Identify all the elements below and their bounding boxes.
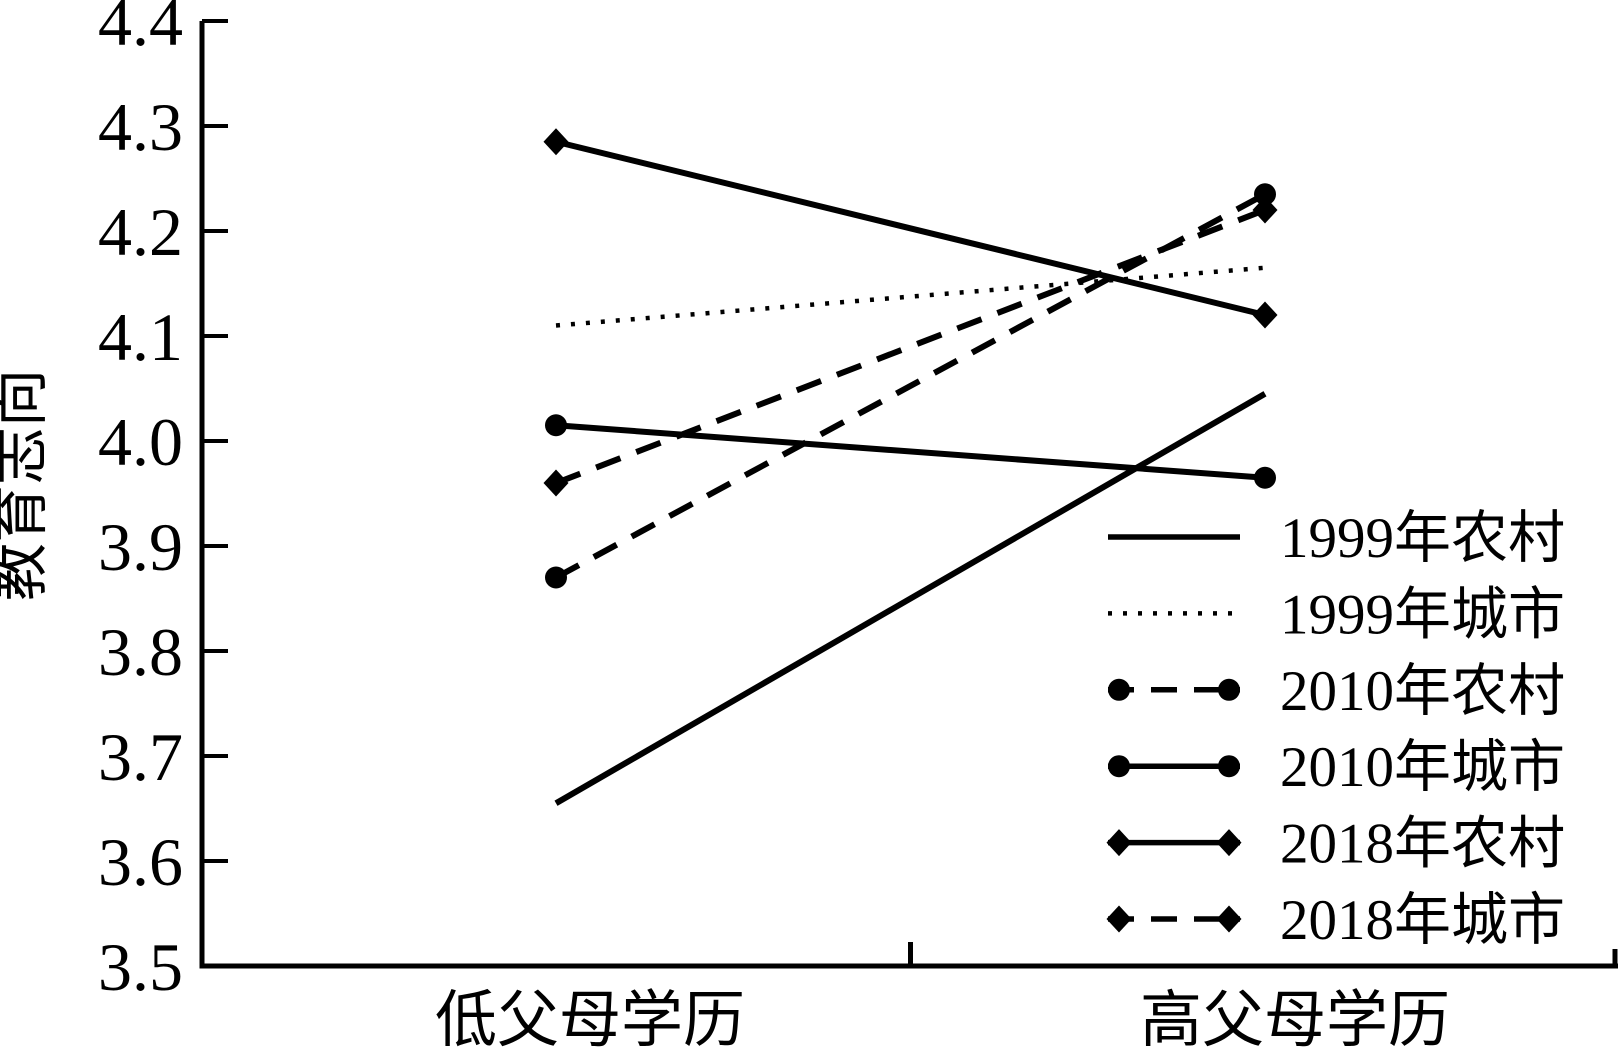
legend-label-0: 1999年农村 [1280,507,1565,570]
y-tick-label-3.5: 3.5 [98,929,183,1005]
y-tick-label-4.4: 4.4 [98,0,183,60]
series-line-1 [555,265,1266,328]
y-tick-label-4.1: 4.1 [98,299,183,375]
y-tick-label-3.8: 3.8 [98,614,183,690]
legend-marker-left-4 [1106,829,1132,857]
series-2-marker-0 [545,566,567,589]
legend-marker-left-5 [1106,905,1132,933]
series-4-marker-0 [543,128,569,156]
legend-marker-right-2 [1218,678,1240,701]
series-3-marker-1 [1254,466,1276,489]
legend-label-3: 2010年城市 [1280,736,1565,799]
legend-marker-left-2 [1108,678,1130,701]
series-3-marker-0 [545,414,567,437]
legend-label-2: 2010年农村 [1280,660,1565,723]
x-category-label-1: 高父母学历 [1140,987,1450,1055]
series-line-4 [555,138,1266,318]
y-tick-label-3.9: 3.9 [98,509,183,585]
series-line-3 [555,422,1266,481]
series-line-0 [554,391,1267,806]
y-tick-label-3.6: 3.6 [98,824,183,900]
y-tick-label-4.2: 4.2 [98,194,183,270]
legend-label-5: 2018年城市 [1280,889,1565,952]
y-axis-title: 教育志向 [0,369,53,601]
legend-marker-right-3 [1218,755,1240,778]
series-5-marker-0 [543,469,569,497]
x-category-label-0: 低父母学历 [435,987,745,1055]
legend-marker-left-3 [1108,755,1130,778]
legend-label-1: 1999年城市 [1280,583,1565,646]
series-5-marker-1 [1252,196,1278,224]
legend-label-4: 2018年农村 [1280,813,1565,876]
y-tick-label-3.7: 3.7 [98,719,183,795]
y-tick-label-4.3: 4.3 [98,89,183,165]
series-line-5 [554,207,1267,486]
series-line-2 [554,191,1267,581]
legend-marker-right-4 [1216,829,1242,857]
series-4-marker-1 [1252,301,1278,329]
y-tick-label-4.0: 4.0 [98,404,183,480]
series-2-marker-1 [1254,183,1276,206]
legend-marker-right-5 [1216,905,1242,933]
